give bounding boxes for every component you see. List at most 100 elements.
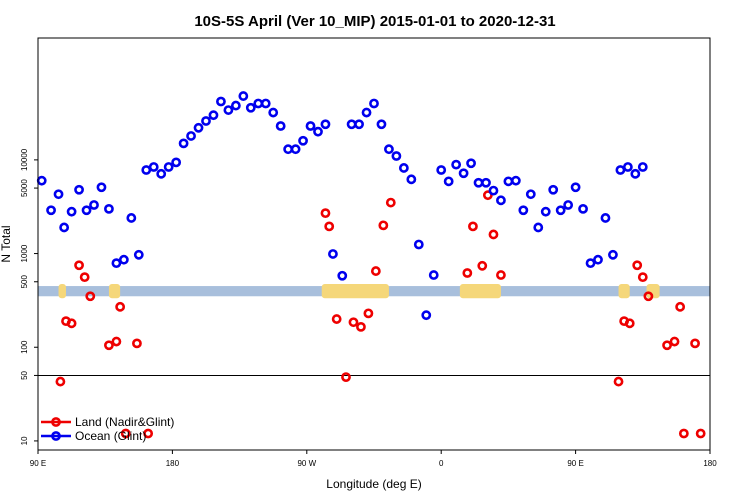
point-ocean-18 — [171, 157, 182, 168]
point-ocean-27 — [238, 91, 249, 101]
point-ocean-56 — [458, 168, 469, 179]
point-ocean-21 — [193, 122, 204, 133]
point-ocean-77 — [615, 165, 626, 175]
point-land-27 — [496, 270, 506, 280]
point-land-22 — [462, 268, 473, 278]
point-land-37 — [678, 428, 689, 439]
point-ocean-34 — [290, 144, 301, 155]
point-ocean-65 — [525, 189, 536, 200]
point-land-0 — [55, 376, 66, 387]
point-ocean-59 — [481, 177, 491, 188]
y-tick-label-3: 500 — [20, 275, 29, 289]
point-land-5 — [85, 291, 96, 302]
point-land-33 — [643, 291, 654, 302]
point-ocean-40 — [337, 270, 348, 281]
point-ocean-36 — [305, 121, 316, 131]
point-ocean-3 — [59, 222, 70, 233]
point-ocean-22 — [201, 116, 211, 126]
point-ocean-11 — [118, 254, 129, 265]
point-ocean-48 — [398, 163, 409, 173]
x-axis-label: Longitude (deg E) — [326, 477, 421, 491]
x-tick-label-4: 90 E — [567, 459, 583, 468]
point-land-24 — [477, 260, 488, 271]
point-land-2 — [66, 318, 77, 329]
x-tick-label-3: 0 — [439, 459, 444, 468]
point-ocean-30 — [260, 98, 271, 109]
point-land-36 — [675, 301, 686, 312]
point-ocean-19 — [178, 138, 189, 149]
point-land-21 — [385, 197, 396, 208]
point-ocean-66 — [533, 222, 544, 233]
point-ocean-71 — [570, 182, 581, 193]
point-land-16 — [348, 317, 359, 328]
land-patch-1 — [108, 284, 121, 299]
point-land-20 — [378, 220, 389, 231]
point-ocean-55 — [451, 159, 462, 170]
point-land-9 — [120, 428, 131, 439]
point-ocean-64 — [518, 205, 529, 216]
point-land-19 — [370, 266, 381, 276]
legend-label-1: Ocean (Glint) — [75, 429, 146, 443]
point-ocean-67 — [540, 206, 551, 217]
point-land-23 — [468, 221, 478, 232]
x-tick-label-5: 180 — [703, 459, 717, 468]
point-ocean-43 — [361, 107, 372, 118]
point-land-8 — [115, 301, 126, 312]
point-land-15 — [341, 372, 351, 383]
point-land-28 — [613, 376, 624, 387]
point-ocean-0 — [36, 175, 47, 186]
legend-label-0: Land (Nadir&Glint) — [75, 415, 174, 429]
point-ocean-38 — [320, 119, 331, 130]
point-ocean-70 — [563, 200, 574, 210]
point-ocean-32 — [275, 121, 286, 131]
point-ocean-51 — [421, 310, 432, 321]
y-tick-label-0: 10 — [20, 436, 29, 445]
point-ocean-16 — [156, 168, 167, 179]
y-tick-label-1: 50 — [20, 370, 29, 379]
point-ocean-37 — [313, 126, 323, 137]
point-ocean-29 — [253, 98, 264, 109]
point-ocean-17 — [163, 162, 174, 172]
chart-title: 10S-5S April (Ver 10_MIP) 2015-01-01 to … — [194, 13, 555, 30]
point-ocean-2 — [53, 189, 64, 200]
point-ocean-28 — [245, 102, 256, 113]
point-land-31 — [632, 260, 643, 271]
point-ocean-62 — [503, 176, 514, 187]
point-ocean-5 — [74, 184, 84, 195]
point-land-34 — [662, 340, 672, 351]
point-land-6 — [104, 340, 114, 351]
point-ocean-69 — [555, 205, 566, 216]
x-axis-ticks: 90 E 180 90 W 0 90 E 180 — [30, 450, 717, 468]
point-land-30 — [624, 318, 635, 329]
point-ocean-80 — [637, 162, 648, 172]
point-ocean-35 — [298, 135, 308, 146]
point-ocean-8 — [96, 182, 107, 193]
land-patch-4 — [618, 284, 630, 299]
point-ocean-23 — [208, 110, 219, 121]
point-ocean-54 — [443, 176, 454, 187]
point-ocean-25 — [223, 105, 234, 115]
point-ocean-44 — [369, 98, 379, 109]
point-ocean-4 — [66, 206, 77, 217]
point-ocean-13 — [133, 249, 144, 260]
y-tick-label-5: 5000 — [20, 179, 29, 197]
point-land-39 — [695, 428, 706, 439]
point-land-11 — [143, 428, 154, 439]
point-ocean-31 — [268, 107, 279, 118]
plot-frame — [37, 37, 711, 451]
y-axis-label: N Total — [0, 225, 13, 262]
point-ocean-12 — [126, 213, 137, 223]
point-ocean-73 — [585, 258, 596, 269]
point-land-13 — [324, 221, 335, 232]
point-ocean-75 — [600, 213, 611, 223]
point-ocean-76 — [608, 249, 618, 260]
point-ocean-10 — [111, 258, 122, 269]
point-ocean-47 — [391, 151, 402, 161]
x-tick-label-0: 90 E — [30, 459, 46, 468]
point-land-4 — [79, 272, 90, 283]
point-ocean-61 — [496, 195, 506, 206]
point-ocean-79 — [630, 168, 641, 179]
point-ocean-50 — [413, 239, 424, 250]
point-ocean-63 — [510, 175, 521, 186]
point-ocean-58 — [473, 177, 484, 188]
